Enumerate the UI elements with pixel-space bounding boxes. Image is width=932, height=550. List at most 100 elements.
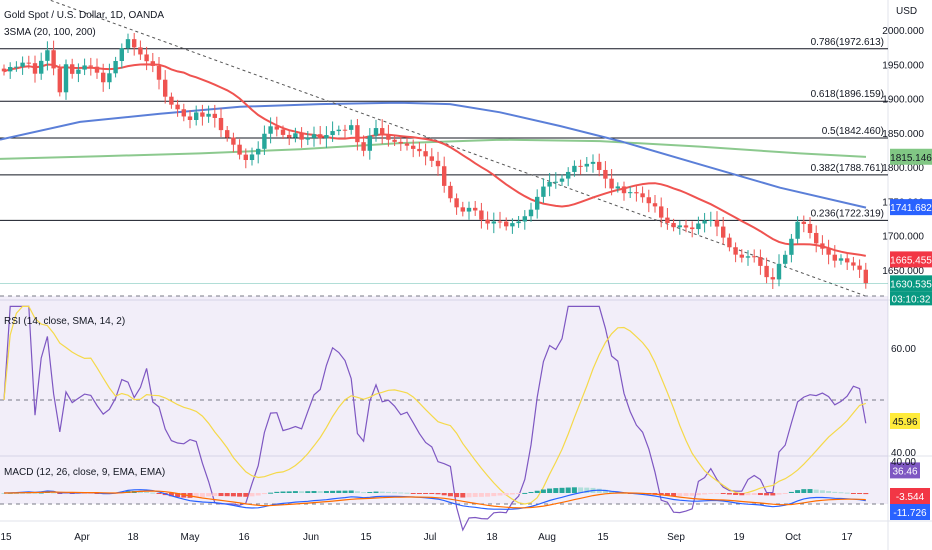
fib-level-label: 0.236(1722.319) (811, 208, 884, 219)
macd-histogram-bar (168, 493, 174, 497)
candle-body (311, 134, 317, 138)
candle-body (57, 68, 62, 93)
candle-body (423, 151, 428, 157)
macd-histogram-bar (398, 492, 404, 494)
time-axis-tick-label: Jun (303, 532, 319, 543)
candle-body (541, 186, 546, 197)
candle-body (597, 161, 602, 170)
macd-histogram-bar (745, 493, 751, 496)
macd-histogram-bar (757, 493, 763, 496)
candle-body (528, 209, 534, 217)
rsi-badge-label: 36.46 (892, 466, 917, 477)
macd-histogram-bar (292, 491, 298, 493)
macd-histogram-bar (844, 492, 850, 494)
price-axis-tick-label: 1650.000 (882, 266, 924, 277)
candle-body (200, 112, 205, 117)
candle-body (857, 265, 862, 270)
candle-body (237, 144, 242, 155)
price-axis-tick-label: 1950.000 (882, 60, 924, 71)
price-badge-label: 1741.682 (890, 203, 932, 214)
macd-histogram-bar (230, 493, 236, 497)
candle-body (404, 143, 410, 146)
price-badge (890, 148, 932, 165)
candle-body (491, 221, 496, 224)
candle-body (367, 135, 372, 151)
price-badge-label: 1630.535 (890, 279, 932, 290)
macd-histogram-bar (460, 493, 466, 498)
candle-body (714, 219, 720, 227)
macd-histogram-bar (454, 493, 460, 498)
candle-body (863, 269, 868, 284)
time-axis-tick-label: Oct (785, 532, 801, 543)
macd-histogram-bar (342, 490, 348, 493)
candle-body (708, 219, 713, 221)
rsi-axis-tick-label: 60.00 (891, 344, 916, 355)
macd-histogram-bar (497, 493, 503, 496)
candle-body (721, 226, 726, 238)
price-badge-label: 1665.455 (890, 255, 932, 266)
macd-histogram-bar (596, 488, 602, 493)
candle-body (125, 39, 131, 49)
macd-histogram-bar (206, 493, 212, 497)
price-badge (890, 275, 932, 292)
macd-histogram-bar (299, 491, 305, 493)
macd-histogram-bar (677, 493, 683, 497)
candle-body (634, 192, 639, 194)
macd-histogram-bar (255, 493, 261, 496)
macd-histogram-bar (435, 493, 441, 495)
candle-body (20, 62, 25, 67)
candle-body (392, 139, 397, 142)
macd-histogram-bar (571, 487, 577, 493)
macd-histogram-bar (274, 491, 280, 493)
macd-histogram-bar (305, 491, 311, 493)
candle-body (696, 223, 701, 230)
macd-histogram-bar (850, 493, 856, 494)
candle-body (144, 54, 149, 62)
candle-body (113, 60, 118, 74)
macd-histogram-bar (751, 493, 757, 495)
price-axis-tick-label: 1900.000 (882, 95, 924, 106)
currency-label: USD (896, 6, 918, 17)
macd-histogram-bar (354, 491, 360, 493)
candle-body (677, 225, 682, 228)
macd-histogram-bar (51, 492, 57, 494)
candle-body (745, 256, 751, 258)
candle-body (628, 192, 633, 194)
candle-body (138, 47, 143, 55)
candle-body (559, 178, 565, 182)
macd-histogram-bar (323, 491, 329, 493)
candle-body (733, 247, 738, 255)
candle-body (485, 219, 490, 224)
macd-histogram-bar (702, 493, 708, 495)
macd-histogram-bar (795, 490, 801, 493)
candle-body (218, 117, 224, 131)
candle-body (249, 154, 255, 161)
candle-body (590, 161, 596, 164)
time-axis-tick-label: Sep (667, 532, 685, 543)
macd-histogram-bar (714, 493, 720, 494)
candle-body (683, 225, 689, 228)
macd-histogram-bar (733, 493, 739, 495)
sma-20-line (3, 63, 866, 257)
macd-histogram-bar (373, 491, 379, 493)
candle-body (243, 154, 248, 161)
price-badge (890, 251, 932, 268)
candle-body (330, 131, 335, 136)
macd-histogram-bar (82, 493, 88, 494)
candle-body (609, 178, 614, 189)
candle-body (70, 64, 75, 74)
macd-histogram-bar (584, 487, 590, 493)
macd-histogram-bar (819, 490, 825, 493)
candle-body (615, 186, 620, 189)
candle-body (690, 227, 695, 230)
macd-histogram-bar (348, 490, 354, 493)
macd-histogram-bar (330, 490, 336, 493)
candle-body (163, 79, 168, 97)
candle-body (442, 166, 447, 186)
candle-body (516, 221, 521, 224)
candle-body (26, 62, 31, 64)
macd-histogram-bar (770, 493, 776, 496)
candle-body (1, 68, 7, 72)
candle-body (522, 216, 527, 222)
